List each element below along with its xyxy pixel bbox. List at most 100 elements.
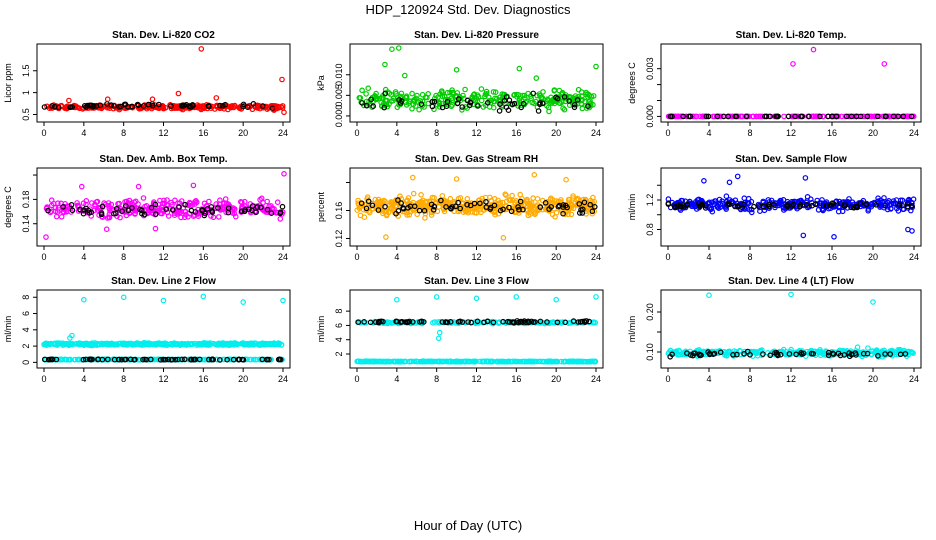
data-point — [44, 204, 50, 210]
data-point — [472, 358, 478, 365]
data-point — [497, 101, 503, 108]
data-point — [140, 195, 147, 201]
data-point — [550, 358, 557, 365]
data-point — [815, 207, 822, 213]
x-tick-label: 0 — [41, 128, 46, 138]
data-point — [667, 113, 674, 120]
data-point — [276, 356, 283, 363]
data-point — [471, 209, 478, 216]
data-point — [508, 208, 515, 215]
x-tick-label: 0 — [41, 374, 46, 384]
data-point — [530, 195, 536, 201]
data-point — [536, 358, 543, 365]
panel-title: Stan. Dev. Sample Flow — [735, 154, 847, 165]
data-point — [425, 91, 432, 97]
data-point — [276, 340, 283, 347]
data-point — [409, 106, 415, 112]
data-point — [492, 89, 499, 96]
data-point — [250, 341, 256, 348]
data-point — [581, 199, 588, 206]
y-axis-label: ml/min — [3, 316, 13, 343]
data-point — [429, 319, 436, 326]
data-point — [422, 205, 429, 211]
x-tick-label: 20 — [868, 252, 878, 262]
outlier-point — [67, 335, 73, 341]
data-point — [389, 199, 396, 206]
data-point — [457, 195, 464, 201]
y-tick-label: 2 — [21, 344, 31, 349]
data-point — [188, 356, 195, 363]
outlier-point — [553, 296, 560, 303]
data-point — [145, 101, 152, 108]
data-point — [400, 206, 407, 212]
x-tick-label: 4 — [706, 374, 711, 384]
data-point — [665, 201, 672, 207]
data-point — [711, 113, 718, 120]
outlier-point — [104, 96, 111, 103]
data-point — [217, 102, 223, 109]
x-tick-label: 0 — [665, 128, 670, 138]
data-point — [735, 113, 742, 120]
outlier-point — [213, 95, 220, 101]
data-point — [910, 350, 916, 356]
data-point — [189, 102, 196, 108]
outlier-point — [279, 76, 285, 83]
data-point — [243, 341, 249, 348]
data-point — [897, 351, 904, 358]
data-point — [361, 358, 367, 365]
data-point — [863, 201, 870, 208]
data-point — [567, 204, 573, 211]
data-point — [379, 206, 385, 213]
y-tick-label: 0 — [21, 360, 31, 365]
y-tick-label: 6 — [21, 311, 31, 316]
data-point — [268, 210, 275, 217]
data-point — [767, 113, 773, 120]
data-point — [355, 358, 362, 365]
data-point — [580, 196, 587, 203]
data-point — [757, 208, 763, 215]
panel-title: Stan. Dev. Li-820 Pressure — [414, 30, 539, 41]
data-point — [266, 356, 272, 363]
data-points — [354, 172, 598, 241]
data-point — [168, 103, 174, 109]
data-point — [589, 208, 596, 215]
x-tick-label: 8 — [121, 252, 126, 262]
data-point — [92, 201, 98, 208]
data-point — [184, 342, 190, 348]
x-tick-label: 4 — [706, 128, 711, 138]
data-point — [193, 342, 200, 348]
data-point — [705, 349, 711, 355]
data-point — [152, 201, 159, 208]
y-tick-label: 0.003 — [645, 57, 655, 80]
data-points — [43, 171, 287, 240]
data-point — [561, 94, 568, 100]
data-point — [111, 103, 117, 109]
outlier-point — [190, 182, 197, 189]
data-point — [246, 206, 252, 213]
data-point — [477, 206, 484, 213]
x-tick-label: 24 — [909, 128, 919, 138]
y-tick-label: 0.12 — [334, 230, 344, 248]
data-point — [98, 211, 105, 218]
data-point — [585, 103, 591, 110]
x-tick-label: 12 — [158, 128, 168, 138]
data-point — [669, 351, 675, 358]
data-point — [686, 201, 693, 208]
data-point — [798, 349, 804, 356]
data-point — [361, 214, 368, 221]
data-point — [356, 95, 363, 101]
outlier-points — [701, 173, 915, 240]
data-point — [200, 356, 206, 363]
outlier-points — [66, 46, 287, 116]
data-point — [483, 358, 490, 365]
outlier-point — [453, 176, 460, 182]
data-point — [767, 352, 774, 359]
data-point — [199, 207, 205, 214]
data-point — [395, 197, 401, 203]
data-point — [718, 113, 724, 120]
data-point — [474, 318, 481, 325]
data-point — [230, 104, 237, 111]
y-tick-label: 0.14 — [21, 215, 31, 233]
data-point — [179, 356, 185, 363]
